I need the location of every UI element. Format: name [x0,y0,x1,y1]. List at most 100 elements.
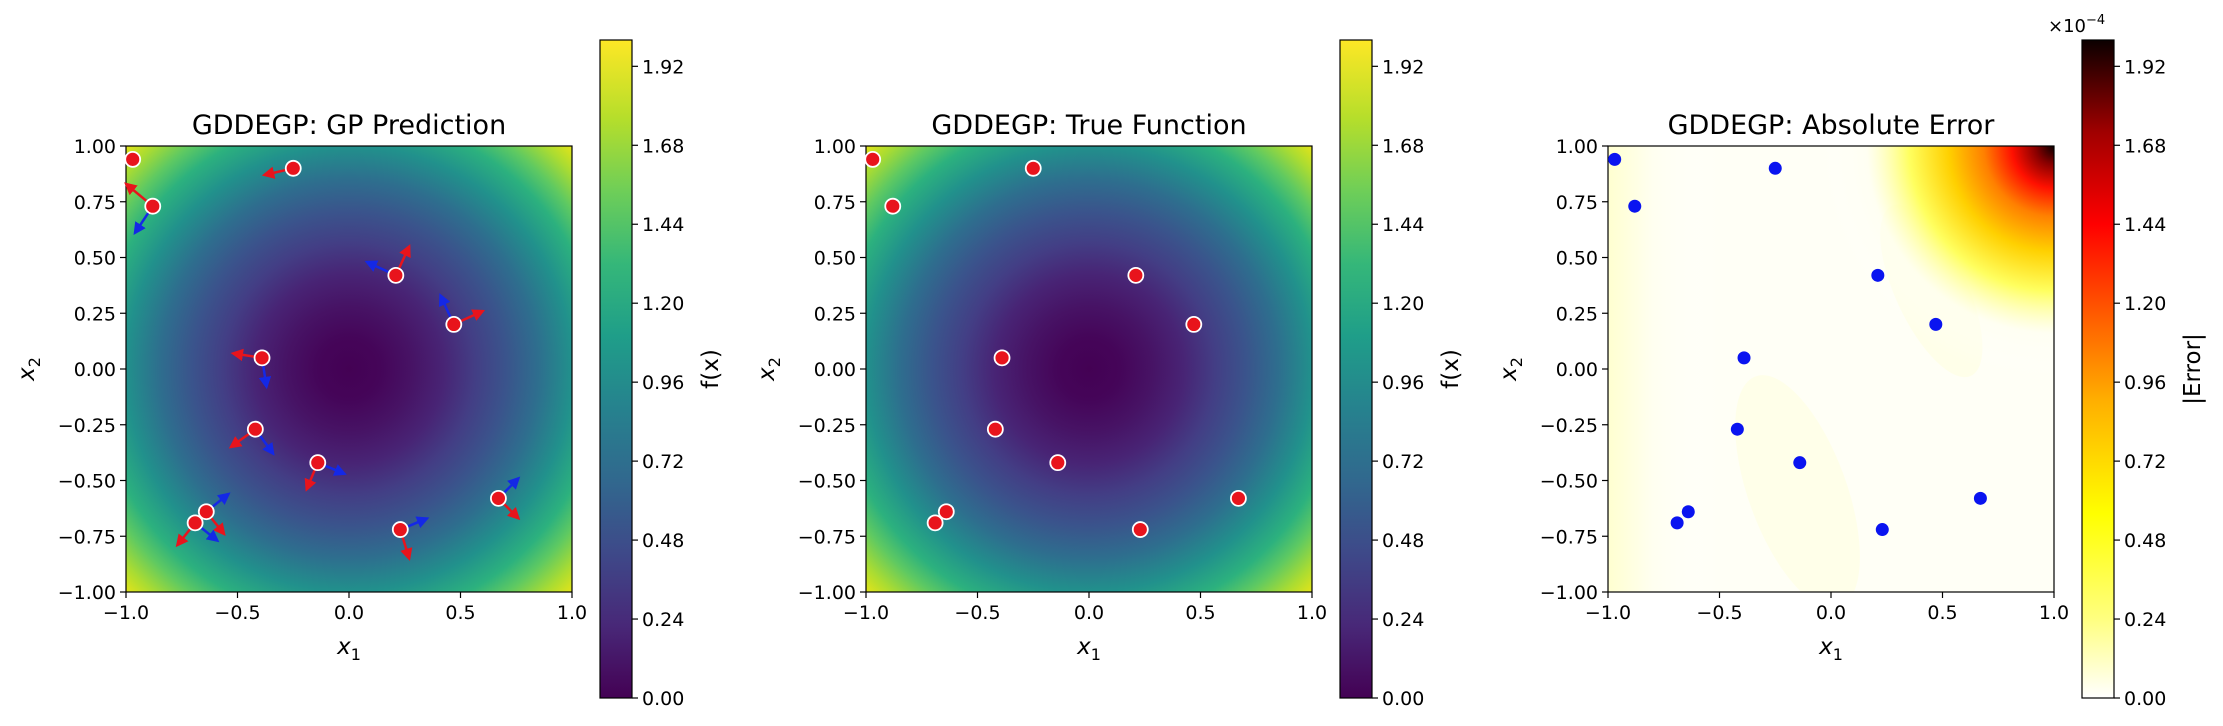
colorbar-tick-label: 1.20 [2124,293,2166,315]
data-point [387,266,405,284]
colorbar-tick-label: 0.00 [1382,688,1424,710]
y-tick-label: 1.00 [74,136,116,158]
x-tick-label: 0.0 [1074,602,1104,624]
data-point [284,159,302,177]
heatmap-field [1608,146,2054,592]
panel-2: −1.0 −0.5 0.0 0.5 1.0 1.00 0.75 0.50 0.25 0.00 −0.… [754,39,1464,710]
data-point [986,420,1004,438]
y-axis-label: x2 [14,357,44,382]
y-tick-label: 1.00 [1556,136,1598,158]
chart-title: GDDEGP: GP Prediction [192,110,506,141]
y-tick-label: 0.00 [814,359,856,381]
data-point [309,454,327,472]
x-tick-label: 0.5 [445,602,475,624]
colorbar-tick-label: 1.44 [642,214,684,236]
y-tick-label: 0.00 [74,359,116,381]
x-tick-label: 0.0 [1816,602,1846,624]
colorbar-tick-label: 1.44 [1382,214,1424,236]
colorbar-tick-label: 1.92 [642,56,684,78]
colorbar-tick-label: 0.48 [2124,530,2166,552]
colorbar-label: |Error| [2180,333,2206,405]
x-tick-label: −1.0 [843,602,889,624]
colorbar-tick-label: 1.92 [1382,56,1424,78]
data-point [391,521,409,538]
data-point [1929,317,1943,331]
colorbar-label: f(x) [1438,349,1464,389]
y-tick-label: −0.50 [1540,471,1598,493]
data-point [253,349,271,367]
y-tick-label: 0.75 [74,192,116,214]
data-point [445,315,463,333]
data-point [1730,422,1744,436]
x-tick-label: −0.5 [214,602,260,624]
colorbar-tick-label: 0.96 [642,372,684,394]
colorbar-tick-label: 0.72 [2124,451,2166,473]
data-point [490,489,507,507]
y-tick-label: −0.25 [1540,415,1598,437]
x-tick-label: 0.0 [334,602,364,624]
colorbar-label: f(x) [698,349,724,389]
colorbar-tick-label: 0.00 [2124,688,2166,710]
x-tick-label: −0.5 [954,602,1000,624]
y-tick-label: 0.25 [74,303,116,325]
data-point [1024,159,1042,177]
data-point [1871,268,1885,282]
data-point [937,503,955,521]
x-tick-label: 1.0 [2039,602,2069,624]
colorbar: 0.00 0.24 0.48 0.72 0.96 1.20 1.44 1.68 1.92 |Err… [2048,13,2206,710]
data-point [1768,161,1782,175]
colorbar-tick-label: 0.24 [1382,609,1424,631]
data-point [884,197,902,215]
data-point [1230,489,1247,507]
colorbar-tick-label: 1.44 [2124,214,2166,236]
y-tick-label: 0.25 [814,303,856,325]
y-tick-label: 0.25 [1556,303,1598,325]
y-tick-label: −0.50 [58,471,116,493]
colorbar-tick-label: 0.48 [1382,530,1424,552]
data-point [1131,521,1149,538]
colorbar-gradient [2081,39,2115,699]
y-tick-label: −0.75 [798,526,856,548]
x-tick-label: −1.0 [1585,602,1631,624]
data-point [1793,456,1807,470]
y-tick-label: 0.00 [1556,359,1598,381]
colorbar: 0.00 0.24 0.48 0.72 0.96 1.20 1.44 1.68 1.92 f(x) [1339,39,1464,710]
x-axis-label: x1 [1818,634,1843,664]
colorbar-tick-label: 1.68 [2124,135,2166,157]
x-axis-label: x1 [1076,634,1101,664]
data-point [1737,351,1751,365]
colorbar-tick-label: 0.48 [642,530,684,552]
y-tick-label: −1.00 [1540,582,1598,604]
colorbar: 0.00 0.24 0.48 0.72 0.96 1.20 1.44 1.68 1.92 f(x) [599,39,724,710]
y-axis-label: x2 [754,357,784,382]
data-point [1608,152,1622,166]
y-tick-label: 0.50 [74,248,116,270]
data-point [124,150,142,168]
x-tick-label: 0.5 [1185,602,1215,624]
y-tick-label: 0.75 [1556,192,1598,214]
data-point [186,514,204,532]
y-tick-label: 0.50 [814,248,856,270]
panel-3: −1.0 −0.5 0.0 0.5 1.0 1.00 0.75 0.50 0.25 0.00 −0.… [1496,13,2206,710]
y-tick-label: −0.50 [798,471,856,493]
x-tick-label: −0.5 [1696,602,1742,624]
y-tick-label: −0.25 [58,415,116,437]
data-point [197,503,215,521]
colorbar-tick-label: 0.72 [642,451,684,473]
y-tick-label: 0.50 [1556,248,1598,270]
colorbar-tick-label: 1.20 [1382,293,1424,315]
colorbar-tick-label: 0.00 [642,688,684,710]
y-tick-label: −0.75 [58,526,116,548]
x-tick-label: 1.0 [557,602,587,624]
y-tick-label: −0.75 [1540,526,1598,548]
x-tick-label: 1.0 [1297,602,1327,624]
data-point [1127,266,1145,284]
y-tick-label: −1.00 [798,582,856,604]
colorbar-tick-label: 0.96 [1382,372,1424,394]
data-point [144,197,162,215]
y-tick-label: −1.00 [58,582,116,604]
y-tick-label: 1.00 [814,136,856,158]
colorbar-tick-label: 1.68 [1382,135,1424,157]
data-point [1670,516,1684,530]
